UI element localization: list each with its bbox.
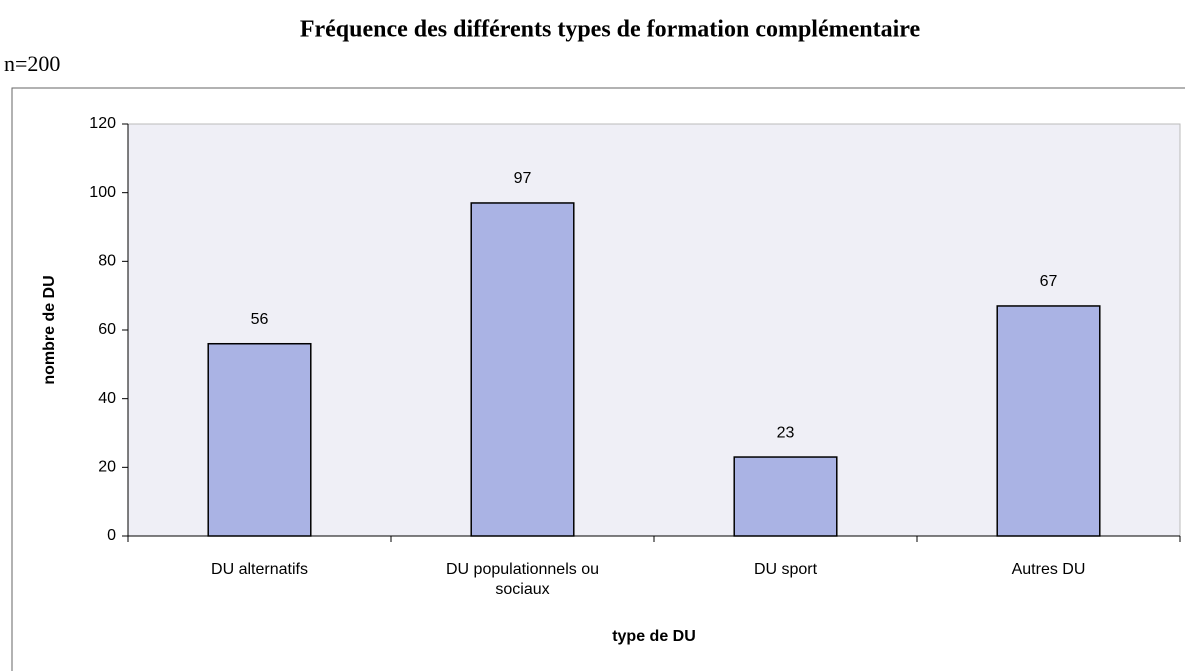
value-label: 67	[1040, 273, 1058, 290]
x-tick-label: DU sport	[753, 561, 818, 578]
chart-title: Fréquence des différents types de format…	[300, 17, 921, 43]
y-tick-label: 0	[107, 527, 116, 544]
bar	[470, 202, 575, 537]
x-tick-label: DU alternatifs	[211, 561, 308, 578]
x-axis-label: type de DU	[612, 628, 696, 645]
value-label: 56	[251, 311, 269, 328]
y-axis-label: nombre de DU	[41, 275, 58, 384]
y-tick-label: 60	[98, 321, 116, 338]
value-label: 97	[514, 170, 532, 187]
y-tick-label: 80	[98, 253, 116, 270]
y-tick-label: 20	[98, 459, 116, 476]
bar	[996, 305, 1101, 537]
bar	[207, 342, 312, 537]
bar	[733, 456, 838, 537]
y-tick-label: 40	[98, 390, 116, 407]
value-label: 23	[777, 424, 795, 441]
y-tick-label: 100	[89, 184, 116, 201]
x-tick-label: Autres DU	[1011, 561, 1086, 578]
chart-subtitle: n=200	[4, 51, 60, 76]
y-tick-label: 120	[89, 115, 116, 132]
x-tick-label: DU populationnels ou sociaux	[446, 561, 599, 598]
